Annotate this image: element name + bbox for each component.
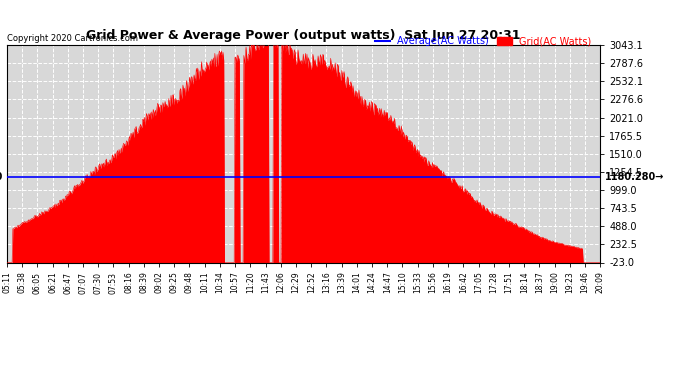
Text: →1180.280: →1180.280 xyxy=(0,172,3,182)
Legend: Average(AC Watts), Grid(AC Watts): Average(AC Watts), Grid(AC Watts) xyxy=(371,33,595,50)
Text: Copyright 2020 Cartronics.com: Copyright 2020 Cartronics.com xyxy=(7,34,138,43)
Text: 1180.280→: 1180.280→ xyxy=(604,172,664,182)
Title: Grid Power & Average Power (output watts)  Sat Jun 27 20:31: Grid Power & Average Power (output watts… xyxy=(86,30,521,42)
